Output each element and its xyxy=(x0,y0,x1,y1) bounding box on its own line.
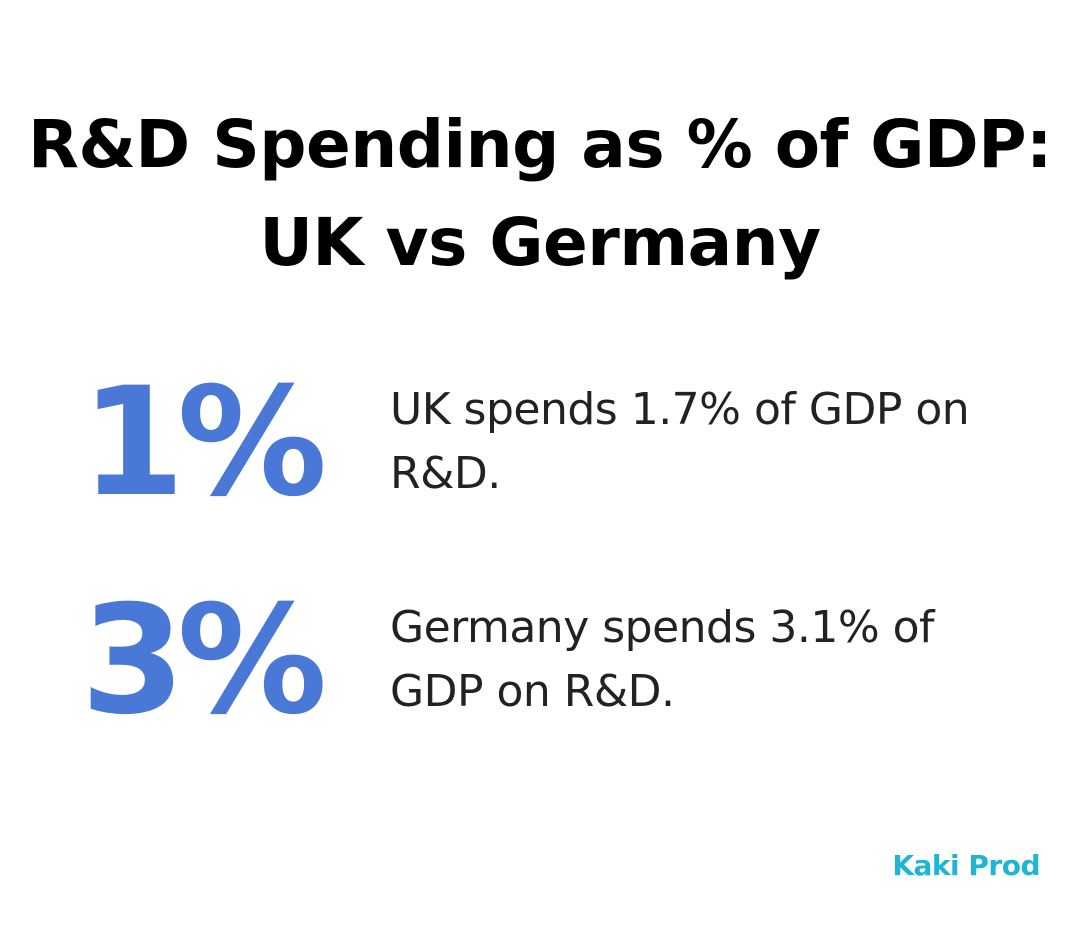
stat-value-germany: 3% xyxy=(80,574,328,748)
stat-row-uk: 1% UK spends 1.7% of GDP on R&D. xyxy=(0,368,1080,518)
page-title: R&D Spending as % of GDP: UK vs Germany xyxy=(0,96,1080,292)
stat-value-uk: 1% xyxy=(80,356,328,530)
title-line-2: UK vs Germany xyxy=(259,204,821,281)
stat-text-germany: Germany spends 3.1% of GDP on R&D. xyxy=(390,602,935,717)
brand-logo: Kaki Prod xyxy=(892,849,1040,882)
title-line-1: R&D Spending as % of GDP: xyxy=(28,106,1052,183)
stat-row-germany: 3% Germany spends 3.1% of GDP on R&D. xyxy=(0,586,1080,736)
stat-text-uk: UK spends 1.7% of GDP on R&D. xyxy=(390,384,970,499)
